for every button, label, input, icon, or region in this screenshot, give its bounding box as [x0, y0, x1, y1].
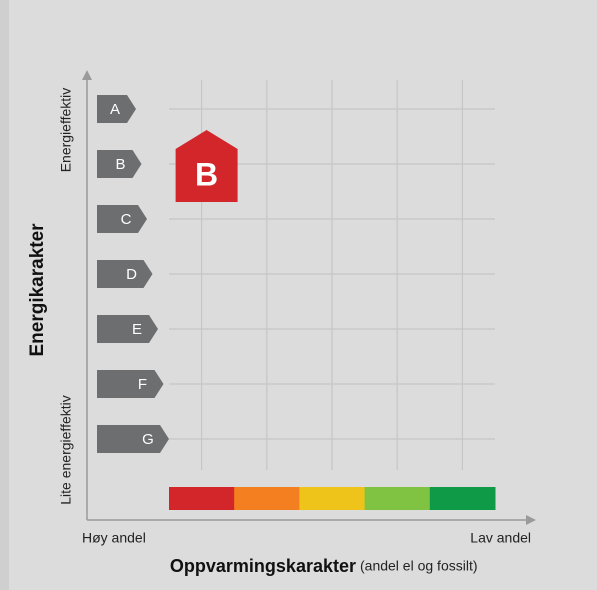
y-axis-arrow	[82, 70, 92, 80]
marker-label: B	[195, 156, 218, 192]
x-right-label: Lav andel	[470, 530, 531, 546]
class-arrow	[97, 95, 136, 123]
heating-segment	[429, 487, 496, 510]
class-arrow	[97, 370, 164, 398]
left-edge	[0, 0, 9, 590]
class-label: E	[132, 321, 142, 338]
class-arrow	[97, 315, 158, 343]
class-arrow	[97, 260, 153, 288]
class-label: B	[115, 156, 125, 173]
y-label: Energikarakter	[27, 223, 48, 357]
heating-segment	[364, 487, 431, 510]
marker-house	[175, 130, 238, 202]
class-arrow	[97, 205, 147, 233]
class-arrow	[97, 425, 169, 453]
y-bottom-label: Lite energieffektiv	[58, 395, 74, 504]
class-label: D	[126, 266, 137, 283]
class-arrow	[97, 150, 142, 178]
x-label: Oppvarmingskarakter	[170, 556, 356, 576]
heating-segment	[234, 487, 300, 510]
class-label: F	[138, 376, 147, 393]
heating-segment	[169, 487, 235, 510]
y-top-label: Energieffektiv	[58, 88, 74, 173]
heating-segment	[299, 487, 366, 510]
class-label: G	[142, 431, 154, 448]
x-axis-arrow	[526, 515, 536, 525]
x-left-label: Høy andel	[82, 530, 146, 546]
class-label: A	[110, 101, 120, 118]
x-label-note: (andel el og fossilt)	[360, 558, 478, 574]
class-label: C	[121, 211, 132, 228]
